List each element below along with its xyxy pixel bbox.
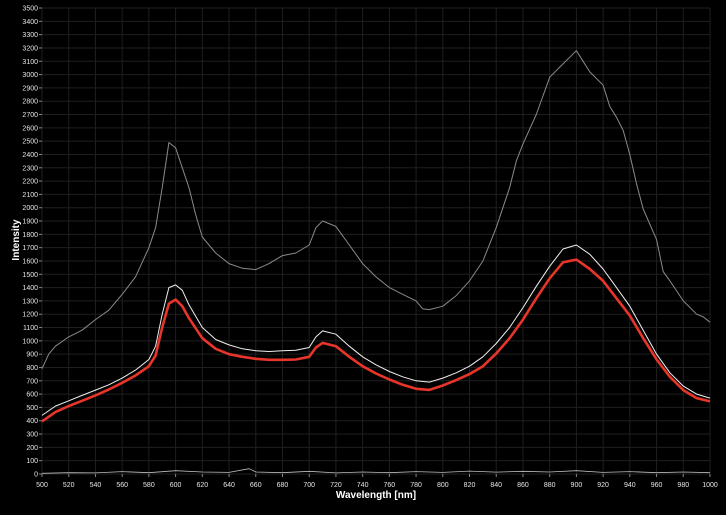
series-line-4: [41, 468, 711, 474]
x-tick-label: 680: [277, 482, 289, 489]
tick-labels: 0 100 200 300 400 500 600 700 800 900 1000 1100 1200…: [22, 6, 717, 490]
x-tick-label: 560: [116, 482, 128, 489]
y-tick-label: 100: [26, 458, 38, 465]
x-tick-label: 500: [36, 482, 48, 489]
y-tick-label: 3300: [22, 32, 38, 39]
y-tick-label: 2200: [22, 179, 38, 186]
y-tick-label: 200: [26, 445, 38, 452]
y-tick-label: 1300: [22, 298, 38, 305]
y-tick-label: 500: [26, 405, 38, 412]
y-tick-label: 1400: [22, 285, 38, 292]
x-tick-label: 820: [464, 482, 476, 489]
series-lines: [41, 50, 711, 474]
y-tick-label: 400: [26, 418, 38, 425]
x-tick-label: 600: [170, 482, 182, 489]
x-tick-label: 840: [490, 482, 502, 489]
x-tick-label: 660: [250, 482, 262, 489]
y-tick-label: 2100: [22, 192, 38, 199]
x-tick-label: 640: [223, 482, 235, 489]
y-tick-label: 3200: [22, 45, 38, 52]
y-tick-label: 900: [26, 352, 38, 359]
x-tick-label: 800: [437, 482, 449, 489]
y-tick-label: 300: [26, 432, 38, 439]
y-tick-label: 1200: [22, 312, 38, 319]
series-line-2: [41, 244, 711, 416]
y-tick-label: 1500: [22, 272, 38, 279]
y-tick-label: 1700: [22, 245, 38, 252]
y-tick-label: 3000: [22, 72, 38, 79]
y-tick-label: 2400: [22, 152, 38, 159]
y-tick-label: 700: [26, 378, 38, 385]
y-tick-label: 3100: [22, 59, 38, 66]
x-tick-label: 760: [384, 482, 396, 489]
y-axis-label: Intensity: [11, 219, 22, 261]
y-tick-label: 2700: [22, 112, 38, 119]
y-tick-label: 1900: [22, 219, 38, 226]
x-tick-label: 1000: [702, 482, 718, 489]
x-tick-label: 920: [597, 482, 609, 489]
y-tick-label: 3400: [22, 19, 38, 26]
x-tick-label: 720: [330, 482, 342, 489]
x-tick-label: 580: [143, 482, 155, 489]
x-tick-label: 780: [410, 482, 422, 489]
y-tick-label: 2800: [22, 99, 38, 106]
y-tick-label: 1000: [22, 338, 38, 345]
y-tick-label: 800: [26, 365, 38, 372]
y-tick-label: 1800: [22, 232, 38, 239]
y-tick-label: 2600: [22, 125, 38, 132]
y-tick-label: 1600: [22, 258, 38, 265]
x-tick-label: 880: [544, 482, 556, 489]
x-axis-label: Wavelength [nm]: [336, 490, 416, 501]
y-tick-label: 3500: [22, 6, 38, 13]
y-tick-label: 0: [34, 472, 38, 479]
y-tick-label: 1100: [23, 325, 38, 332]
series-line-3: [41, 258, 711, 423]
y-tick-label: 600: [26, 392, 38, 399]
x-tick-label: 900: [571, 482, 583, 489]
x-tick-label: 540: [90, 482, 102, 489]
y-tick-label: 2000: [22, 205, 38, 212]
x-tick-label: 740: [357, 482, 369, 489]
x-tick-label: 520: [63, 482, 75, 489]
y-tick-label: 2500: [22, 139, 38, 146]
x-tick-label: 960: [651, 482, 663, 489]
x-tick-label: 860: [517, 482, 529, 489]
x-tick-label: 940: [624, 482, 636, 489]
x-tick-label: 620: [196, 482, 208, 489]
y-tick-label: 2900: [22, 85, 38, 92]
x-tick-label: 700: [303, 482, 315, 489]
series-line-1: [41, 50, 711, 370]
x-tick-label: 980: [677, 482, 689, 489]
y-tick-label: 2300: [22, 165, 38, 172]
